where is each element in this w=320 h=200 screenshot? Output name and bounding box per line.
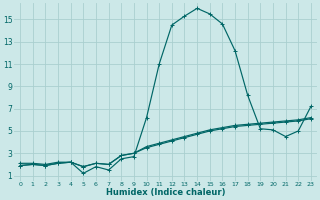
X-axis label: Humidex (Indice chaleur): Humidex (Indice chaleur) (106, 188, 225, 197)
